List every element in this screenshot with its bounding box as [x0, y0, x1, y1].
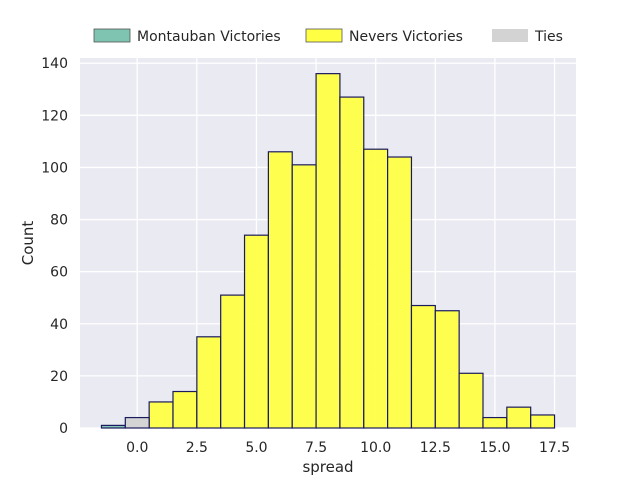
- histogram-bar: [387, 156, 413, 429]
- histogram-bar: [220, 294, 246, 429]
- y-tick-label: 40: [50, 317, 68, 333]
- legend-swatch: [93, 28, 131, 43]
- x-tick-label: 12.5: [420, 440, 451, 456]
- x-tick-label: 2.5: [186, 440, 208, 456]
- x-tick-label: 0.0: [126, 440, 148, 456]
- histogram-bar: [243, 234, 269, 429]
- histogram-bar: [172, 390, 198, 429]
- legend-swatch: [305, 28, 343, 43]
- x-tick-label: 7.5: [305, 440, 327, 456]
- histogram-bar: [315, 73, 341, 429]
- y-tick-label: 80: [50, 213, 68, 229]
- y-tick-label: 140: [41, 56, 68, 72]
- x-axis-label: spread: [302, 458, 353, 476]
- histogram-bar: [434, 310, 460, 429]
- legend-label: Ties: [534, 29, 563, 45]
- histogram-bar: [339, 96, 365, 429]
- legend-swatch: [492, 29, 528, 42]
- histogram-bar: [458, 372, 484, 429]
- y-tick-label: 120: [41, 108, 68, 124]
- x-axis-ticks: 0.0 2.5 5.0 7.5 10.0 12.5 15.0 17.5: [126, 440, 570, 456]
- histogram-bar: [196, 336, 222, 429]
- x-tick-label: 10.0: [360, 440, 391, 456]
- legend-label: Nevers Victories: [349, 29, 463, 45]
- histogram-bar: [363, 148, 389, 429]
- y-axis-ticks: 0 20 40 60 80 100 120 140: [41, 56, 68, 437]
- x-tick-label: 5.0: [245, 440, 267, 456]
- legend-label: Montauban Victories: [137, 29, 281, 45]
- histogram-bar: [267, 151, 293, 429]
- histogram-bar: [148, 401, 174, 429]
- x-tick-label: 17.5: [539, 440, 570, 456]
- y-tick-label: 100: [41, 160, 68, 176]
- histogram-bar: [291, 164, 317, 429]
- y-tick-label: 60: [50, 265, 68, 281]
- histogram-bar: [482, 416, 508, 429]
- y-tick-label: 0: [59, 421, 68, 437]
- histogram-bar: [506, 406, 532, 429]
- histogram-bar: [124, 416, 150, 429]
- histogram-bar: [100, 424, 126, 429]
- y-tick-label: 20: [50, 369, 68, 385]
- bars: [100, 73, 556, 429]
- x-tick-label: 15.0: [479, 440, 510, 456]
- y-axis-label: Count: [19, 221, 37, 266]
- legend: Montauban Victories Nevers Victories Ties: [93, 28, 563, 45]
- histogram-bar: [530, 414, 556, 429]
- histogram-bar: [410, 304, 436, 429]
